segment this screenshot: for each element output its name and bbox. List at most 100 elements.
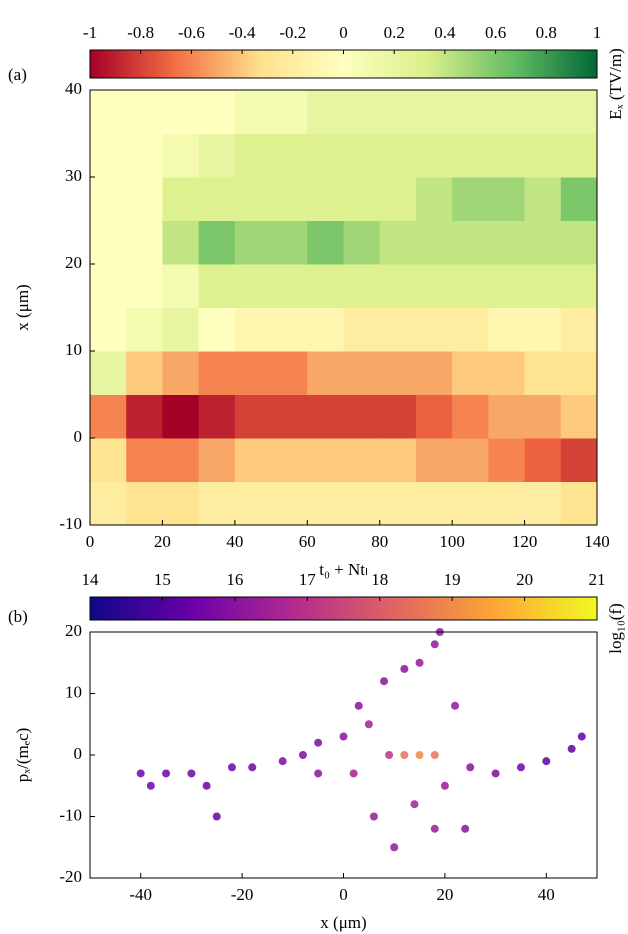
heatmap-cell <box>379 307 417 352</box>
heatmap-cell <box>126 220 163 265</box>
heatmap-cell <box>126 177 163 221</box>
heatmap-cell <box>198 351 236 395</box>
colorbar-tick-label: 0.2 <box>384 23 405 42</box>
heatmap-cell <box>307 264 344 308</box>
heatmap-cell <box>415 438 453 482</box>
y-tick-label: 0 <box>74 744 83 763</box>
scatter-point <box>187 769 196 778</box>
heatmap-cell <box>560 438 598 482</box>
heatmap-cell <box>343 220 381 265</box>
heatmap-cell <box>126 481 163 526</box>
heatmap-cell <box>162 307 200 352</box>
heatmap-cell <box>198 133 236 178</box>
plot-frame <box>89 89 598 526</box>
colorbar-tick-label: 21 <box>589 570 606 589</box>
y-tick-label: -10 <box>59 514 82 533</box>
heatmap-cell <box>307 177 344 221</box>
panel-label: (a) <box>8 65 27 84</box>
heatmap-cell <box>524 177 562 221</box>
heatmap-cell <box>379 438 417 482</box>
scatter-point <box>385 751 394 759</box>
scatter-point <box>369 812 378 821</box>
heatmap-cell <box>524 438 562 482</box>
colorbar-tick-label: -0.4 <box>229 23 256 42</box>
heatmap-cell <box>90 220 127 265</box>
scatter-point <box>339 732 348 741</box>
heatmap-cell <box>90 438 127 482</box>
heatmap-cell <box>90 351 127 395</box>
heatmap-cell <box>415 394 453 439</box>
heatmap-cell <box>271 177 308 221</box>
heatmap-cell <box>452 481 489 526</box>
colorbar-tick-label: 18 <box>371 570 388 589</box>
colorbar-tick-label: -1 <box>83 23 97 42</box>
heatmap-cell <box>343 438 381 482</box>
scatter-point <box>577 732 586 741</box>
scatter-point <box>516 763 525 772</box>
heatmap-cell <box>488 481 526 526</box>
heatmap-cell <box>524 220 562 265</box>
heatmap-cell <box>560 307 598 352</box>
scatter-point <box>440 781 449 790</box>
heatmap-cell <box>162 394 200 439</box>
heatmap-cell <box>307 90 344 134</box>
heatmap-cell <box>415 351 453 395</box>
colorbar-tick-label: 0 <box>339 23 348 42</box>
heatmap-cell <box>379 351 417 395</box>
heatmap-cell <box>90 90 127 134</box>
x-axis-label: x (μm) <box>320 913 366 932</box>
panel-label: (b) <box>8 607 28 626</box>
y-tick-label: 20 <box>65 253 82 272</box>
heatmap-cell <box>560 264 598 308</box>
y-tick-label: -10 <box>59 805 82 824</box>
heatmap-cell <box>488 307 526 352</box>
heatmap-cell <box>560 481 598 526</box>
heatmap-cell <box>162 438 200 482</box>
heatmap-cell <box>343 351 381 395</box>
heatmap-cell <box>379 133 417 178</box>
heatmap-cell <box>415 307 453 352</box>
x-tick-label: 80 <box>371 532 388 551</box>
heatmap-cell <box>343 177 381 221</box>
heatmap-cell <box>488 177 526 221</box>
x-tick-label: 0 <box>339 885 348 904</box>
x-tick-label: 60 <box>299 532 316 551</box>
heatmap-cell <box>488 438 526 482</box>
heatmap-cell <box>234 351 272 395</box>
scatter-point <box>314 769 323 778</box>
heatmap-cell <box>452 351 489 395</box>
plot-frame <box>89 631 598 879</box>
heatmap-cell <box>271 307 308 352</box>
heatmap-cell <box>90 481 127 526</box>
y-tick-label: 10 <box>65 682 82 701</box>
x-tick-label: 120 <box>512 532 538 551</box>
scatter-point <box>542 757 551 766</box>
scatter-point <box>400 664 409 673</box>
x-tick-label: -20 <box>231 885 254 904</box>
x-tick-label: 20 <box>154 532 171 551</box>
scatter-point <box>227 763 236 772</box>
heatmap-cell <box>488 351 526 395</box>
scatter-point <box>430 824 439 833</box>
colorbar-tick-label: -0.8 <box>127 23 154 42</box>
heatmap-cell <box>452 133 489 178</box>
heatmap-cell <box>343 481 381 526</box>
heatmap-cell <box>271 90 308 134</box>
colorbar-tick-label: 15 <box>154 570 171 589</box>
heatmap-cell <box>90 264 127 308</box>
heatmap-cell <box>379 394 417 439</box>
heatmap-cell <box>198 264 236 308</box>
heatmap-cell <box>271 264 308 308</box>
heatmap-cell <box>162 481 200 526</box>
heatmap-cell <box>415 264 453 308</box>
heatmap-cell <box>343 90 381 134</box>
heatmap-cell <box>307 307 344 352</box>
scatter-point <box>415 751 424 759</box>
heatmap-cell <box>234 90 272 134</box>
heatmap-cell <box>415 177 453 221</box>
heatmap-cell <box>379 90 417 134</box>
y-axis-label: pₓ/(mₑc) <box>13 728 32 783</box>
heatmap-cell <box>234 133 272 178</box>
scatter-point <box>461 824 470 833</box>
scatter-point <box>451 701 460 710</box>
